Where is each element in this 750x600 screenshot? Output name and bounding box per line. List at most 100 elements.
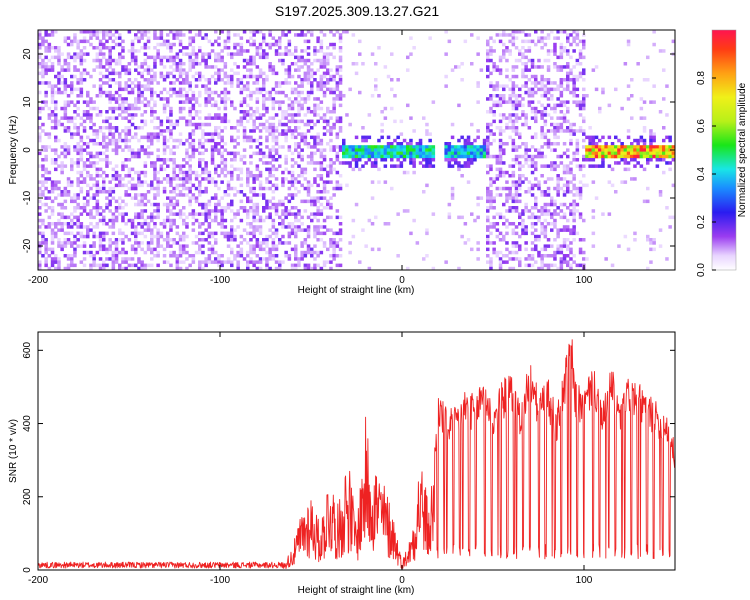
spectrogram-cell [76, 231, 80, 236]
spectrogram-cell [114, 142, 119, 146]
spectrogram-cell [322, 116, 327, 120]
spectrogram-cell [390, 154, 394, 159]
spectrogram-cell [646, 266, 650, 270]
spectrogram-cell [134, 33, 138, 37]
spectrogram-cell [553, 186, 557, 191]
spectrogram-cell [252, 206, 256, 210]
spectrogram-cell [486, 148, 490, 152]
spectrogram-cell [630, 142, 634, 146]
spectrogram-cell [502, 87, 506, 92]
spectrogram-cell [502, 42, 506, 47]
spectrogram-cell [258, 247, 263, 252]
spectrogram-cell [242, 113, 247, 117]
spectrogram-cell [297, 110, 301, 114]
spectrogram-cell [332, 193, 336, 197]
spectrogram-cell [201, 238, 205, 242]
spectrogram-cell [60, 222, 64, 226]
spectrogram-cell [662, 148, 666, 152]
spectrogram-cell [220, 68, 224, 72]
spectrogram-cell [114, 174, 119, 178]
spectrogram-cell [76, 113, 80, 117]
spectrogram-cell [326, 142, 330, 146]
spectrogram-cell [671, 145, 675, 149]
spectrogram-cell [313, 71, 317, 76]
spectrogram-cell [336, 270, 340, 274]
spectrogram-cell [255, 49, 260, 53]
spectrogram-cell [73, 126, 77, 130]
spectrogram-cell [156, 126, 160, 130]
spectrogram-cell [262, 218, 266, 223]
spectrogram-cell [530, 263, 535, 268]
spectrogram-cell [98, 49, 103, 53]
spectrogram-cell [486, 65, 490, 69]
spectrogram-cell [140, 247, 144, 252]
spectrogram-cell [95, 234, 100, 239]
spectrogram-cell [271, 218, 276, 223]
spectrogram-cell [102, 260, 106, 264]
spectrogram-cell [310, 110, 314, 114]
spectrogram-cell [566, 225, 570, 229]
spectrogram-cell [633, 148, 637, 152]
spectrogram-cell [566, 78, 570, 82]
spectrogram-cell [76, 202, 80, 207]
spectrogram-cell [198, 138, 202, 143]
spectrogram-cell [569, 33, 573, 37]
spectrogram-cell [521, 71, 525, 76]
spectrogram-cell [255, 241, 260, 245]
spectrogram-cell [156, 36, 160, 40]
spectrogram-cell [188, 42, 192, 47]
spectrogram-cell [281, 270, 285, 274]
spectrogram-cell [566, 129, 570, 133]
spectrogram-cell [44, 257, 48, 261]
spectrogram-cell [511, 174, 516, 178]
spectrogram-cell [156, 183, 160, 188]
spectrogram-cell [326, 58, 330, 63]
spectrogram-cell [204, 90, 208, 95]
spectrogram-cell [198, 222, 202, 226]
spectrogram-cell [345, 30, 349, 34]
spectrogram-cell [268, 170, 272, 175]
spectrogram-cell [102, 65, 106, 69]
spectrogram-cell [495, 103, 500, 108]
spectrogram-cell [479, 151, 484, 156]
spectrogram-cell [559, 84, 564, 88]
spectrogram-cell [546, 254, 551, 258]
spectrogram-cell [300, 254, 304, 258]
spectrogram-cell [150, 78, 154, 82]
spectrogram-cell [300, 199, 304, 204]
spectrogram-cell [153, 234, 157, 239]
spectrogram-cell [636, 138, 640, 143]
spectrogram-cell [598, 145, 602, 149]
spectrogram-cell [278, 100, 282, 104]
spectrogram-cell [313, 244, 317, 248]
spectrogram-cell [124, 222, 128, 226]
spectrogram-cell [239, 206, 244, 210]
spectrogram-cell [153, 126, 157, 130]
spectrogram-cell [70, 42, 74, 47]
spectrogram-cell [172, 126, 176, 130]
spectrogram-cell [252, 215, 256, 220]
spectrogram-cell [70, 55, 74, 60]
spectrogram-cell [319, 266, 324, 270]
spectrogram-cell [479, 148, 484, 152]
spectrogram-cell [550, 228, 554, 232]
spectrogram-cell [514, 103, 519, 108]
spectrogram-cell [562, 65, 567, 69]
spectrogram-cell [524, 270, 528, 274]
spectrogram-cell [281, 145, 285, 149]
spectrogram-cell [150, 119, 154, 124]
spectrogram-cell [50, 90, 55, 95]
spectrogram-cell [153, 71, 157, 76]
spectrogram-cell [607, 103, 612, 108]
spectrogram-cell [92, 206, 96, 210]
spectrogram-cell [281, 209, 285, 213]
spectrogram-cell [303, 138, 308, 143]
spectrogram-cell [492, 132, 496, 136]
spectrogram-cell [223, 234, 228, 239]
spectrogram-cell [236, 225, 240, 229]
spectrogram-cell [230, 138, 234, 143]
spectrogram-cell [246, 113, 250, 117]
spectrogram-cell [265, 74, 269, 79]
spectrogram-cell [383, 154, 388, 159]
spectrogram-cell [111, 254, 116, 258]
